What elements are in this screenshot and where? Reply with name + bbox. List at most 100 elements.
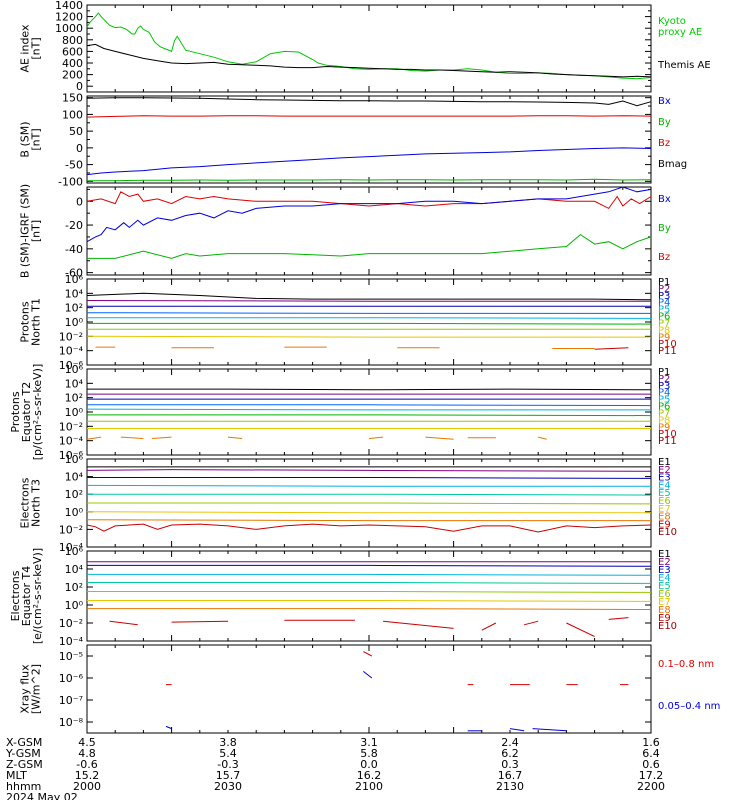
table-cell: 2.4 (501, 736, 519, 749)
table-cell: 6.2 (501, 747, 519, 760)
series-segment-t2-8 (538, 436, 547, 440)
panel-frame-t1 (86, 278, 652, 366)
series-segment-t2-8 (120, 436, 144, 440)
legend-item: P5 (658, 395, 670, 406)
y-tick-label: -60 (65, 267, 83, 280)
table-cell: 5.4 (219, 747, 237, 760)
legend-item: P3 (658, 381, 670, 392)
y-tick-label: 10⁻⁴ (59, 635, 84, 648)
table-cell: 0.0 (360, 758, 378, 771)
table-row-label: Y-GSM (5, 747, 41, 760)
series-line-t3-4 (87, 493, 652, 496)
series-line-bigrf-2 (87, 233, 652, 259)
y-tick-label: 10⁴ (65, 563, 84, 576)
y-tick-label: 200 (62, 69, 83, 82)
series-segment-t2-8 (86, 436, 102, 440)
series-segment-t4-7 (171, 620, 229, 623)
legend-item: P8 (658, 325, 670, 336)
legend-item: P1 (658, 367, 670, 378)
series-line-t1-5 (87, 322, 652, 325)
y-tick-label: 800 (62, 34, 83, 47)
y-tick-label: 10⁴ (65, 471, 84, 484)
y-tick-label: 10⁻² (59, 420, 83, 433)
table-cell: 0.3 (501, 758, 519, 771)
legend-item: P9 (658, 422, 670, 433)
legend-item: P7 (658, 408, 670, 419)
table-cell: 6.4 (642, 747, 660, 760)
legend-item: E7 (658, 597, 671, 608)
series-line-t4-4 (87, 591, 652, 593)
series-line-t1-0 (86, 292, 652, 301)
series-segment-t2-8 (425, 436, 454, 440)
table-row-label: Z-GSM (6, 758, 43, 771)
legend-item: P4 (658, 298, 670, 309)
legend-item: P7 (658, 318, 670, 329)
series-segment-t4-7 (608, 617, 629, 620)
y-tick-label: 10⁻² (59, 617, 83, 630)
legend-item: P5 (658, 305, 670, 316)
series-line-t2-0 (87, 388, 652, 391)
table-cell: -0.3 (217, 758, 238, 771)
series-segment-t4-7 (109, 620, 138, 626)
table-cell: 3.8 (219, 736, 237, 749)
y-tick-label: 150 (62, 92, 83, 105)
legend-item: E5 (658, 488, 671, 499)
y-axis-label: Electrons (9, 570, 22, 621)
y-axis-label: North T1 (30, 298, 43, 346)
series-line-bsm-2 (86, 147, 652, 176)
series-line-t3-2 (87, 477, 652, 479)
series-segment-t4-7 (523, 620, 539, 626)
panel-frame-t4 (86, 550, 652, 642)
series-line-t2-3 (87, 404, 652, 407)
table-cell: 16.7 (498, 769, 523, 782)
y-tick-label: 10⁻⁴ (59, 435, 84, 448)
y-tick-label: 400 (62, 57, 83, 70)
y-tick-label: 10⁻⁴ (59, 541, 84, 554)
legend-item: proxy AE (658, 27, 702, 38)
y-axis-label: Xray flux (19, 664, 32, 714)
series-line-t3-5 (87, 502, 652, 505)
y-tick-label: 10⁴ (65, 287, 84, 300)
legend-item: E4 (658, 480, 671, 491)
legend-item: P9 (658, 332, 670, 343)
legend-item: E7 (658, 504, 671, 515)
series-line-t2-4 (86, 408, 651, 411)
series-line-t3-1 (86, 469, 652, 472)
y-tick-label: 50 (69, 125, 83, 138)
y-axis-label: B (SM)-IGRF (SM) (19, 184, 32, 278)
y-axis-label: Protons (19, 301, 32, 342)
series-line-t1-4 (87, 317, 652, 319)
legend-item: 0.1–0.8 nm (658, 659, 714, 670)
y-tick-label: 10² (65, 302, 83, 315)
series-segment-t2-8 (151, 436, 172, 440)
series-line-t3-6 (86, 511, 651, 514)
y-tick-label: 10⁶ (65, 363, 84, 376)
legend-item: Bx (658, 194, 671, 205)
y-tick-label: 10⁶ (65, 545, 84, 558)
legend-item: P10 (658, 429, 677, 440)
table-cell: 2130 (496, 780, 524, 793)
series-line-t4-5 (87, 600, 652, 602)
legend-item: E6 (658, 496, 671, 507)
y-axis-label: AE index (19, 24, 32, 73)
table-cell: 1.6 (642, 736, 660, 749)
legend-item: Bx (658, 96, 671, 107)
legend-item: P2 (658, 284, 670, 295)
y-axis-label: Equator T4 (20, 566, 33, 626)
y-tick-label: 10⁶ (65, 273, 84, 286)
table-cell: 2000 (73, 780, 101, 793)
y-tick-label: -100 (58, 175, 83, 188)
legend-item: E3 (658, 565, 671, 576)
y-tick-label: 10⁰ (65, 506, 84, 519)
legend-item: E4 (658, 573, 671, 584)
y-axis-label: Protons (9, 391, 22, 432)
table-row-label: hhmm (6, 780, 41, 793)
y-tick-label: 10⁻⁴ (59, 345, 84, 358)
y-axis-label: North T3 (30, 479, 43, 527)
series-line-t4-2 (87, 573, 652, 576)
y-axis-label: Equator T2 (20, 382, 33, 442)
legend-item: E3 (658, 473, 671, 484)
legend-item: P11 (658, 436, 677, 447)
table-cell: 2030 (214, 780, 242, 793)
y-axis-label: Electrons (19, 477, 32, 528)
